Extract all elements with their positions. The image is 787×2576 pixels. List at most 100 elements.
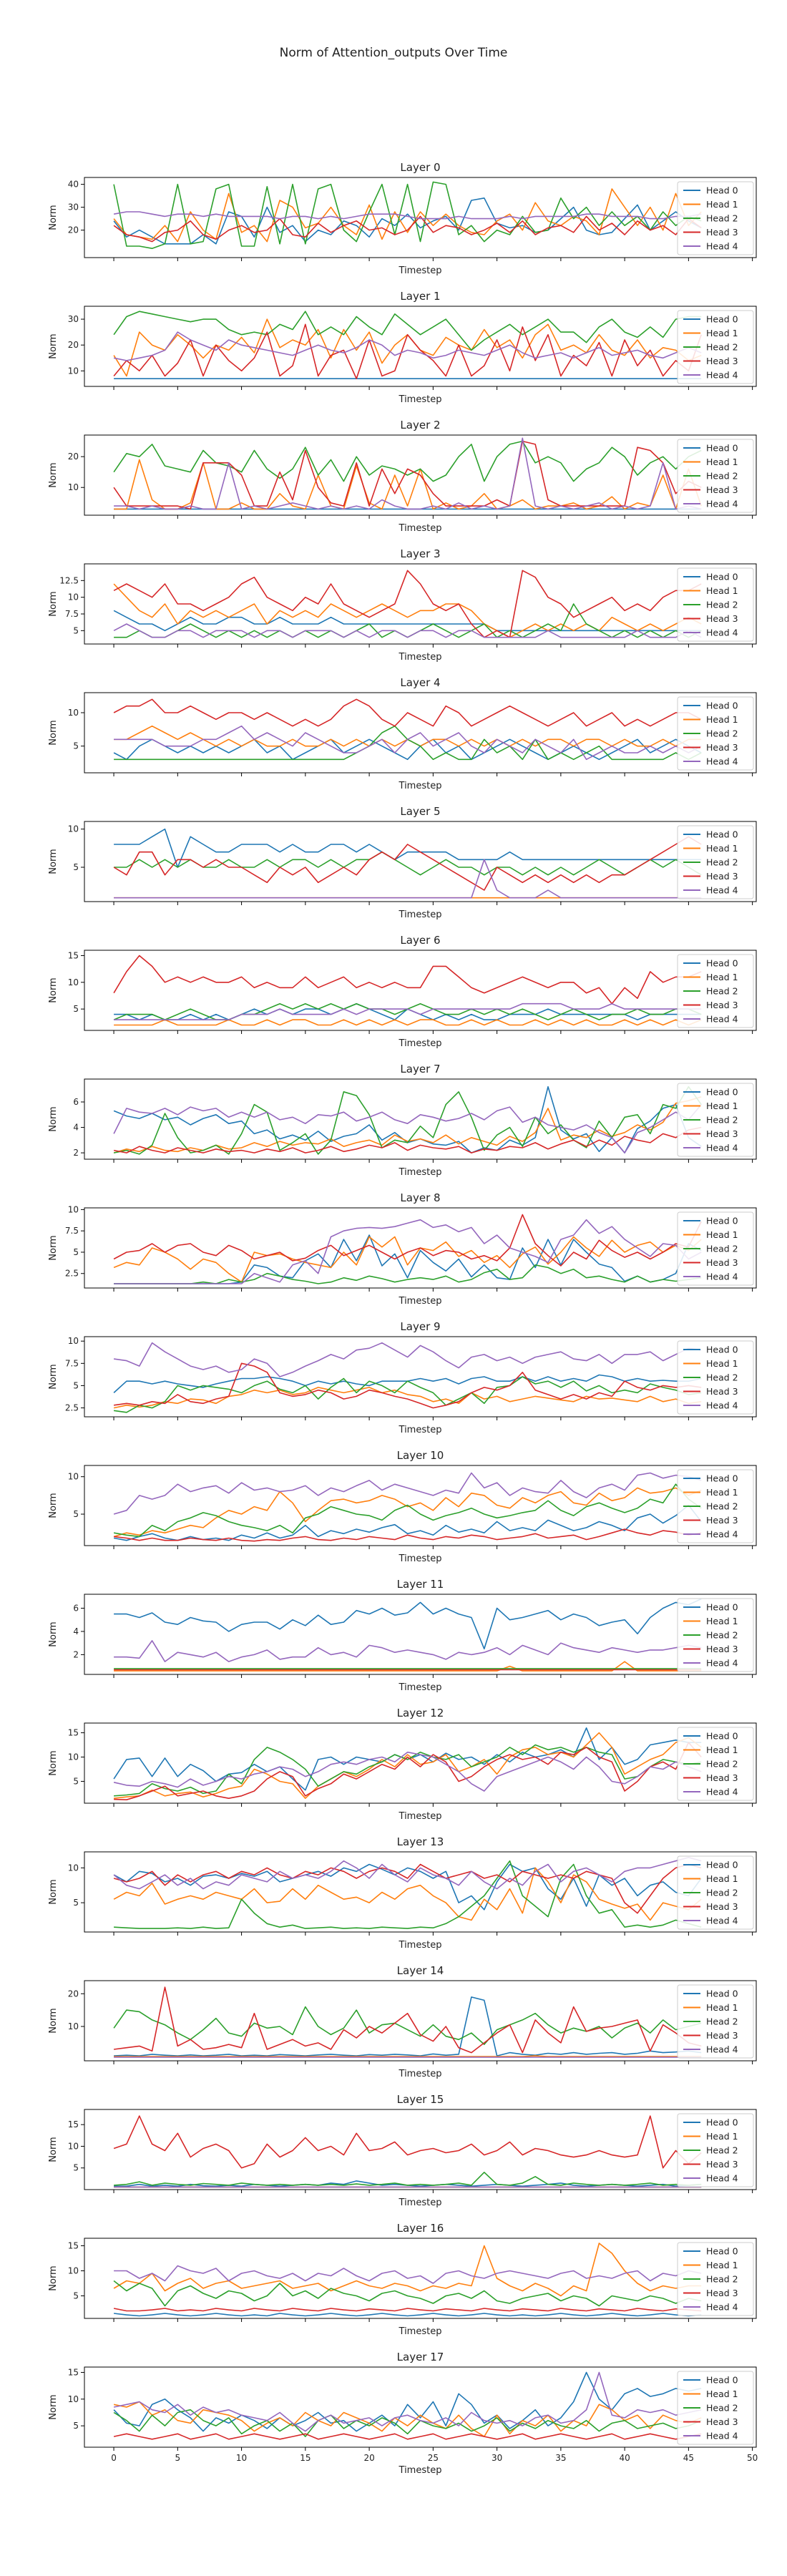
x-tick-label: 30: [492, 2453, 502, 2463]
subplot-title: Layer 5: [400, 805, 440, 818]
y-axis-label: Norm: [48, 720, 59, 745]
subplot-title: Layer 16: [397, 2222, 444, 2235]
series-line-head-2: [113, 440, 702, 482]
series-line-head-4: [114, 2265, 702, 2284]
y-tick-label: 20: [68, 452, 79, 462]
legend-entry: Head 3: [706, 1386, 738, 1397]
series-line-head-2: [113, 181, 702, 250]
series-line-head-0: [113, 1504, 702, 1541]
subplot-title: Layer 1: [400, 290, 440, 303]
y-tick-label: 10: [68, 708, 79, 718]
series-line-head-4: [113, 1472, 702, 1515]
y-tick-label: 5: [73, 625, 79, 635]
series-line-head-3: [113, 1214, 702, 1267]
series-lines: [113, 437, 702, 510]
legend-box: [677, 2371, 754, 2445]
legend-entry: Head 1: [706, 1745, 738, 1755]
legend: Head 0 Head 1 Head 2 Head 3 Head 4: [677, 1598, 754, 1672]
subplot-title: Layer 3: [400, 547, 440, 560]
legend-entry: Head 1: [706, 457, 738, 467]
legend-box: [677, 1469, 754, 1543]
y-tick-label: 15: [68, 2367, 79, 2377]
legend-entry: Head 0: [706, 2117, 738, 2128]
series-line-head-4: [113, 623, 702, 638]
x-tick-label: 10: [236, 2453, 247, 2463]
legend: Head 0 Head 1 Head 2 Head 3 Head 4: [677, 1083, 754, 1157]
y-tick-label: 10: [68, 1863, 79, 1873]
legend: Head 0 Head 1 Head 2 Head 3 Head 4: [677, 1727, 754, 1801]
series-line-head-4: [114, 1640, 702, 1662]
legend-entry: Head 2: [706, 2403, 738, 2414]
legend-box: [677, 2113, 754, 2187]
series-line-head-4: [113, 331, 702, 361]
subplot-title: Layer 2: [400, 419, 440, 431]
series-line-head-2: [113, 2409, 702, 2437]
y-axis-label: Norm: [48, 1493, 59, 1518]
figure-title: Norm of Attention_outputs Over Time: [279, 46, 508, 60]
series-line-head-2: [114, 1860, 702, 1929]
legend-entry: Head 3: [706, 1772, 738, 1783]
legend-entry: Head 2: [706, 213, 738, 224]
legend-box: [677, 181, 754, 255]
x-axis-label: Timestep: [399, 1425, 442, 1435]
x-axis-label: Timestep: [399, 1811, 442, 1822]
x-tick-label: 15: [300, 2453, 311, 2463]
x-axis-label: Timestep: [399, 909, 442, 920]
y-tick-label: 5: [73, 2421, 79, 2431]
legend-box: [677, 2242, 754, 2316]
legend-entry: Head 3: [706, 742, 738, 753]
series-line-head-0: [113, 738, 702, 761]
y-tick-label: 2: [73, 1148, 79, 1158]
axes-frame: [84, 1722, 757, 1804]
x-tick-label: 0: [111, 2453, 117, 2463]
legend-entry: Head 2: [706, 600, 738, 610]
axes-frame: [84, 1078, 757, 1160]
series-line-head-2: [114, 1264, 702, 1284]
legend-entry: Head 2: [706, 471, 738, 482]
legend: Head 0 Head 1 Head 2 Head 3 Head 4: [677, 1211, 754, 1286]
y-tick-label: 5: [73, 1509, 79, 1519]
subplot-title: Layer 11: [397, 1578, 444, 1591]
y-tick-label: 30: [68, 314, 79, 324]
legend-entry: Head 0: [706, 1473, 738, 1484]
y-axis-label: Norm: [48, 1235, 59, 1260]
y-tick-label: 10: [68, 482, 79, 492]
y-axis-label: Norm: [48, 333, 59, 358]
legend-entry: Head 0: [706, 1731, 738, 1742]
legend-entry: Head 1: [706, 1616, 738, 1626]
legend: Head 0 Head 1 Head 2 Head 3 Head 4: [677, 825, 754, 899]
legend-entry: Head 4: [706, 1529, 738, 1540]
legend: Head 0 Head 1 Head 2 Head 3 Head 4: [677, 2371, 754, 2445]
y-tick-label: 15: [68, 950, 79, 960]
y-axis-label: Norm: [48, 1364, 59, 1389]
x-axis-label: Timestep: [399, 2465, 442, 2476]
series-line-head-0: [113, 197, 702, 245]
x-axis-label: Timestep: [399, 265, 442, 276]
series-line-head-1: [114, 1661, 702, 1672]
legend-entry: Head 4: [706, 241, 738, 252]
axes-frame: [84, 2238, 757, 2319]
legend: Head 0 Head 1 Head 2 Head 3 Head 4: [677, 1855, 754, 1930]
x-axis-label: Timestep: [399, 2069, 442, 2079]
series-line-head-4: [113, 1342, 702, 1377]
subplot-title: Layer 6: [400, 934, 440, 947]
subplot-title: Layer 15: [397, 2093, 444, 2106]
series-line-head-2: [114, 725, 702, 761]
legend-entry: Head 3: [706, 871, 738, 882]
x-axis-label: Timestep: [399, 1296, 442, 1307]
legend-entry: Head 3: [706, 1901, 738, 1912]
legend-entry: Head 4: [706, 2302, 738, 2313]
series-lines: [113, 828, 702, 899]
legend-box: [677, 1598, 754, 1672]
y-tick-label: 10: [68, 2141, 79, 2151]
y-axis-label: Norm: [48, 1750, 59, 1775]
series-line-head-3: [113, 698, 702, 727]
subplot-title: Layer 4: [400, 676, 440, 689]
series-lines: [113, 311, 702, 380]
axes-frame: [84, 1851, 757, 1933]
series-lines: [113, 2371, 702, 2440]
y-tick-label: 5: [73, 2163, 79, 2173]
series-line-head-0: [114, 1002, 702, 1020]
